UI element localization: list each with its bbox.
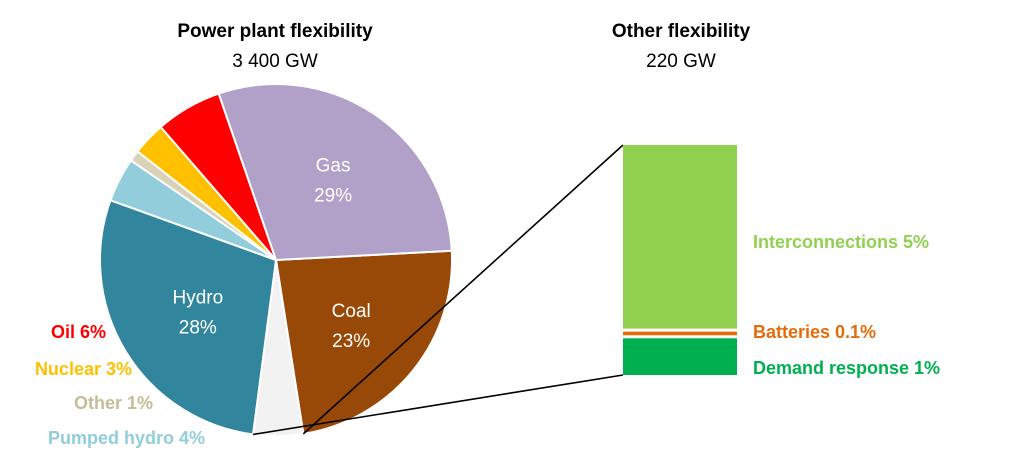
pie-subtitle: 3 400 GW — [232, 51, 318, 72]
bar-label-interconnections: Interconnections 5% — [753, 232, 929, 252]
connector-lines — [252, 144, 624, 436]
pie-chart: Coal 23% Hydro 28% Pumped hydro 4% Other 1% Nu… — [35, 83, 453, 448]
connector-line-top — [302, 144, 624, 435]
bar-segment-batteries — [623, 331, 737, 336]
pie-label-oil: Oil 6% — [51, 322, 106, 342]
stacked-bar: Demand response 1% Batteries 0.1% Intercon… — [623, 145, 940, 378]
connector-line-bottom — [252, 374, 624, 436]
bar-label-batteries: Batteries 0.1% — [753, 322, 876, 342]
pie-label-pumped-hydro: Pumped hydro 4% — [48, 428, 205, 448]
pie-title: Power plant flexibility — [177, 21, 373, 42]
bar-segment-demand-response — [623, 338, 737, 375]
pie-slice-hydro — [99, 198, 278, 436]
pie-label-other: Other 1% — [74, 393, 153, 413]
bar-subtitle: 220 GW — [646, 51, 716, 72]
pie-label-coal: Coal — [332, 301, 371, 322]
pie-value-hydro: 28% — [179, 318, 217, 339]
pie-value-coal: 23% — [332, 331, 370, 352]
pie-slice-coal — [274, 249, 453, 436]
bar-segment-interconnections — [623, 145, 737, 329]
pie-label-nuclear: Nuclear 3% — [35, 359, 132, 379]
pie-label-hydro: Hydro — [172, 288, 223, 309]
bar-title: Other flexibility — [612, 21, 751, 42]
bar-label-demand-response: Demand response 1% — [753, 358, 940, 378]
pie-slice-gas — [217, 83, 453, 262]
pie-value-gas: 29% — [314, 185, 352, 206]
pie-label-gas: Gas — [316, 155, 351, 176]
